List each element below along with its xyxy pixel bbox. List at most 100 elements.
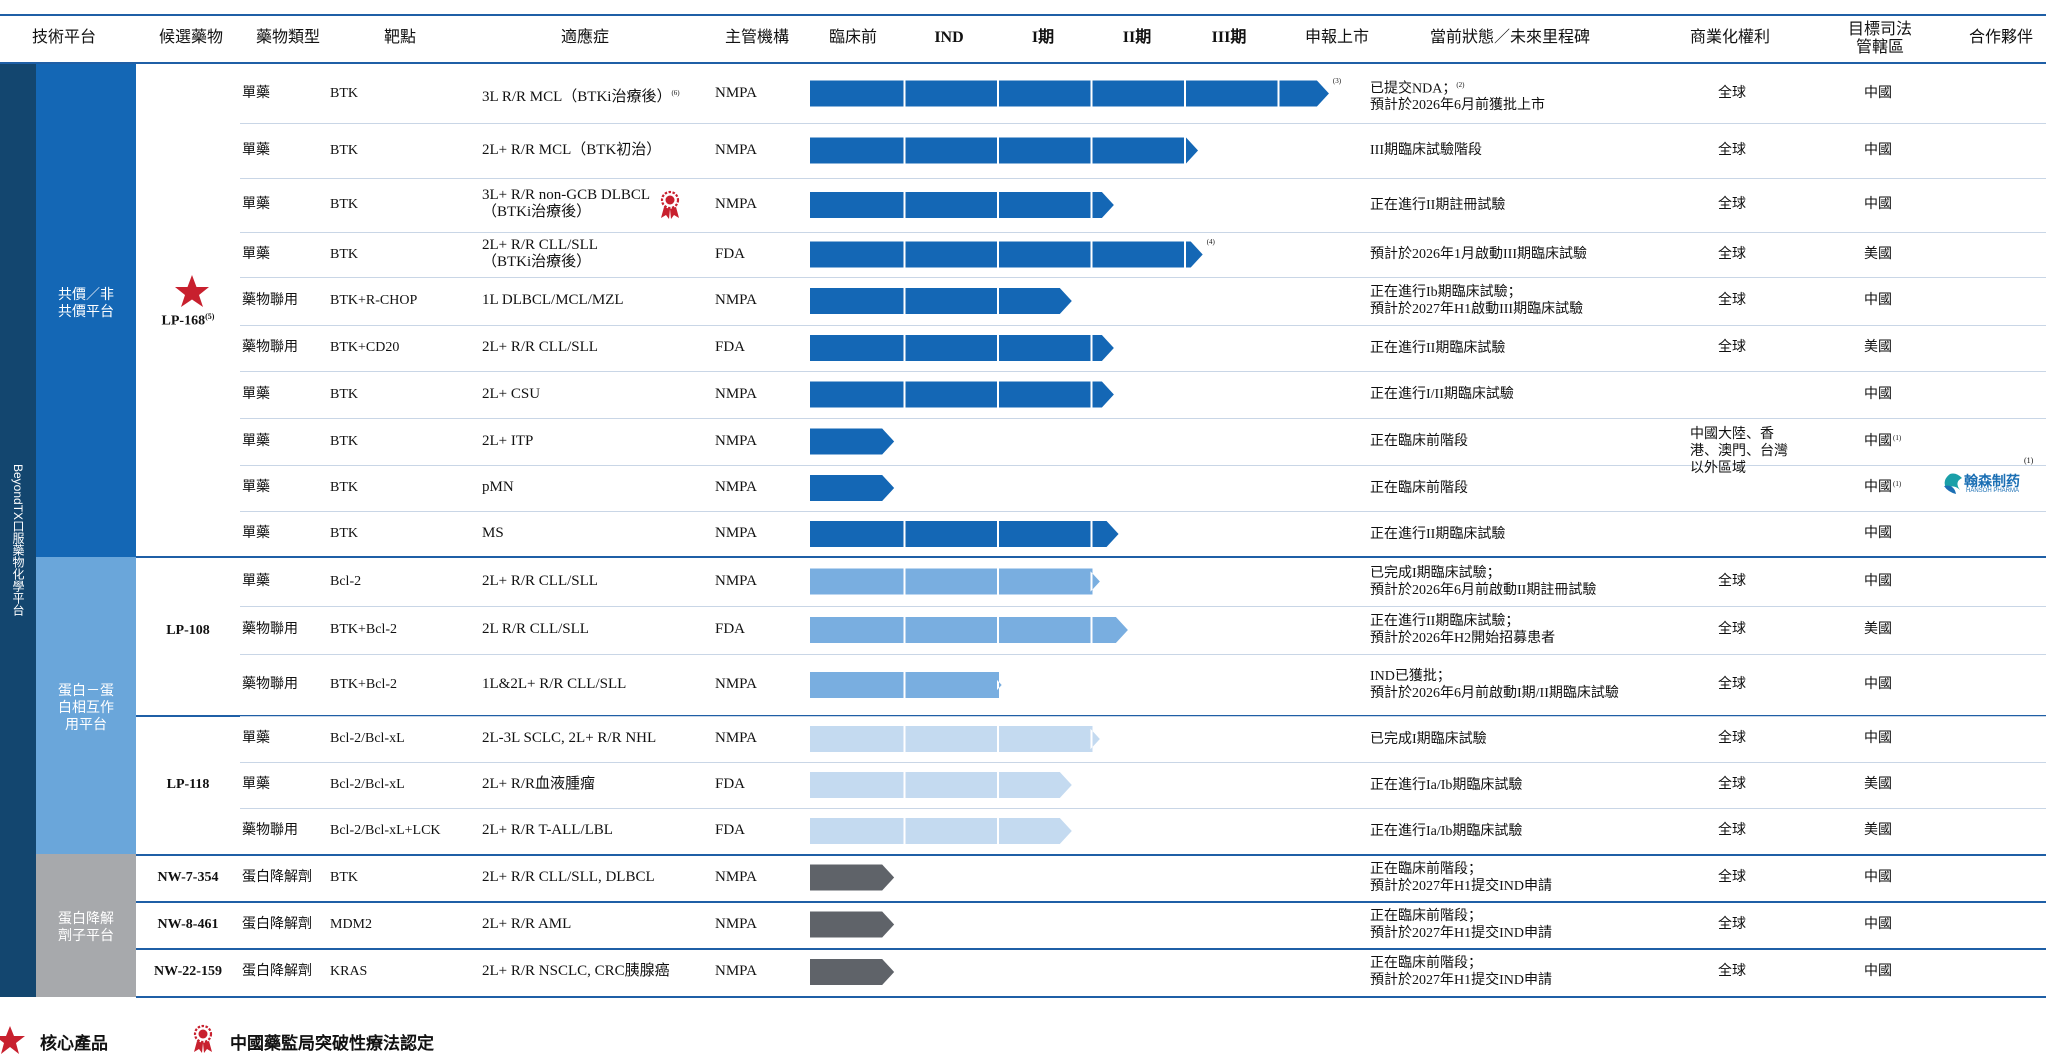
target-cell: BTK [330,526,358,541]
header-commercial: 商業化權利 [1689,29,1770,46]
header-filing: 申報上市 [1304,29,1369,46]
authority-cell: NMPA [715,292,757,308]
jurisdiction-cell: 中國 [1864,386,1892,402]
status-line: 預計於2026年6月前獲批上市 [1370,98,1545,114]
jurisdiction-cell: 美國 [1864,246,1892,262]
degrader-platform-label: 蛋白降解劑子平台 [58,910,114,943]
target-cell: Bcl-2/Bcl-xL+LCK [330,823,441,838]
indication-line: 2L+ R/R NSCLC, CRC胰腺癌 [482,963,670,979]
candidate-nw22: NW-22-159 [154,964,222,979]
status-line: 正在進行II期臨床試驗 [1370,340,1506,356]
row-separator [240,606,2046,607]
commercial-cell: 全球 [1718,622,1746,637]
status-line: 預計於2027年H1提交IND申請 [1370,973,1552,988]
partner-sub: HANSOH PHARMA [1966,488,2020,494]
bar-segment [905,192,997,218]
legend-breakthrough: 中國藥監局突破性療法認定 [230,1034,434,1053]
target-cell: BTK+R-CHOP [330,293,418,308]
indication-cell: 2L+ R/R血液腫瘤 [482,776,595,793]
authority-cell: NMPA [715,196,757,212]
status-line: 預計於2026年6月前啟動II期註冊試驗 [1370,582,1597,598]
bar-segment [810,428,895,455]
progress-bar [810,864,895,891]
status-cell: 正在進行II期臨床試驗 [1370,340,1505,357]
ppi-platform-band [36,557,136,854]
bar-segment [810,335,904,361]
bar-segment [1087,568,1100,595]
header-partner: 合作夥伴 [1968,29,2033,46]
drug-type-cell: 單藥 [242,573,270,589]
indication-line: 3L R/R MCL（BTKi治療後）(6) [482,88,680,105]
commercial-cell: 全球 [1718,573,1746,589]
bar-segment [999,521,1091,547]
status-cell: 正在臨床前階段； 預計於2027年H1提交IND申請 [1370,955,1552,989]
commercial-cell: 全球 [1718,340,1746,355]
drug-type-cell: 蛋白降解劑 [242,964,312,979]
drug-type-cell: 單藥 [242,526,270,541]
bar-segment [999,818,1072,844]
drug-type-cell: 藥物聯用 [242,340,298,355]
indication-cell: 2L+ R/R CLL/SLL, DLBCL [482,869,655,886]
header-platform: 技術平台 [31,29,96,46]
bar-note: (4) [1206,237,1215,246]
target-cell: MDM2 [330,916,373,932]
status-cell: III期臨床試驗階段 [1370,142,1482,159]
authority-cell: FDA [715,339,746,355]
indication-line: 2L+ R/R AML [482,915,572,932]
authority-cell: NMPA [715,141,757,158]
status-line: 已完成I期臨床試驗； [1370,565,1501,581]
target-cell: BTK [330,85,358,101]
bar-segment [1279,80,1329,107]
indication-cell: 2L+ R/R CLL/SLL [482,573,598,590]
header-drug-type: 藥物類型 [255,29,320,46]
bar-segment [905,521,997,547]
bar-segment [1092,192,1114,218]
bar-segment [1092,137,1184,164]
candidate-lp168-note: (5) [205,312,215,321]
group-separator [136,854,2046,856]
authority-cell: NMPA [715,572,757,589]
progress-bar [810,959,895,985]
bar-segment [810,772,904,798]
jurisdiction-cell: 美國 [1864,622,1892,637]
target-cell: BTK [330,869,358,885]
bar-segment [905,137,997,164]
bar-segment [1092,80,1184,107]
target-cell: BTK [330,433,358,449]
jurisdiction-cell: 中國 [1864,293,1892,308]
drug-type-cell: 單藥 [242,85,270,101]
status-line: 正在進行Ia/Ib期臨床試驗 [1370,823,1523,839]
indication-cell: 2L-3L SCLC, 2L+ R/R NHL [482,730,656,747]
status-line: 正在臨床前階段； [1370,861,1482,877]
bar-segment [810,911,895,938]
target-cell: BTK [330,197,358,212]
authority-cell: NMPA [715,525,757,541]
indication-line: 2L+ R/R血液腫瘤 [482,776,596,792]
drug-type-cell: 單藥 [242,246,270,262]
bar-note: (3) [1332,76,1342,85]
row-separator [240,418,2046,419]
bar-segment [810,241,904,268]
indication-line: 1L DLBCL/MCL/MZL [482,292,624,308]
status-cell: 已完成I期臨床試驗 [1370,731,1487,748]
bar-segment [905,772,997,798]
status-cell: 正在進行Ia/Ib期臨床試驗 [1370,777,1522,794]
degrader-platform-band [36,854,136,997]
bar-segment [999,288,1072,314]
jurisdiction-cell: 中國 [1864,731,1892,746]
bar-segment [810,672,904,698]
status-line: 預計於2027年H1提交IND申請 [1370,878,1552,894]
jurisdiction-cell: 中國 [1864,526,1892,541]
drug-type-cell: 蛋白降解劑 [242,869,312,885]
progress-bar [810,672,1002,698]
indication-cell: 2L+ R/R AML [482,916,571,933]
indication-line: MS [482,525,504,541]
progress-bar [810,335,1114,361]
indication-line: （BTKi治療後） [482,204,592,220]
indication-cell: 2L+ R/R MCL（BTK初治） [482,142,661,159]
status-line: 正在進行II期註冊試驗 [1370,197,1506,213]
status-cell: 正在進行Ia/Ib期臨床試驗 [1370,823,1522,840]
bar-segment [999,568,1091,595]
group-separator [136,556,2046,558]
bar-segment [810,617,904,643]
